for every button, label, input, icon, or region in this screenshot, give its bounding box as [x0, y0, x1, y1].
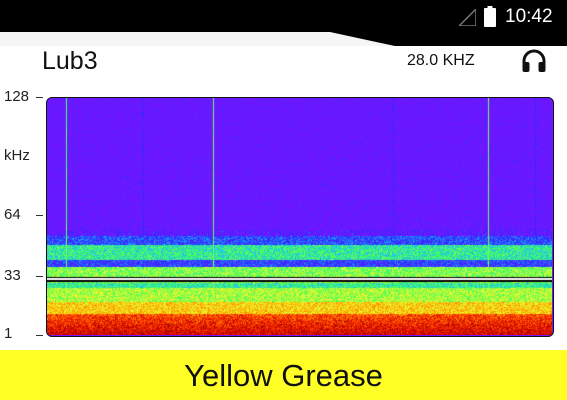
y-axis-unit: kHz — [4, 147, 30, 164]
result-banner: Yellow Grease — [0, 350, 567, 400]
y-tick-mark — [36, 335, 43, 336]
y-tick-label: 64 — [4, 206, 21, 223]
result-label: Yellow Grease — [184, 358, 383, 393]
spectrogram-canvas — [47, 98, 552, 335]
signal-icon — [459, 9, 476, 26]
y-tick-label: 33 — [4, 267, 21, 284]
y-tick-mark — [36, 276, 43, 277]
status-bar: 10:42 — [0, 0, 567, 32]
status-time: 10:42 — [505, 6, 553, 27]
spectrogram[interactable] — [46, 97, 554, 337]
page-title: Lub3 — [42, 47, 98, 75]
y-tick-mark — [36, 215, 43, 216]
y-tick-mark — [36, 97, 43, 98]
y-tick-label: 128 — [4, 88, 30, 105]
y-tick-label: 1 — [4, 325, 13, 342]
header-divider — [0, 32, 567, 46]
headphones-button[interactable] — [519, 47, 549, 75]
battery-icon — [484, 6, 496, 27]
headphones-icon — [522, 49, 546, 72]
frequency-readout: 28.0 KHZ — [407, 52, 475, 69]
